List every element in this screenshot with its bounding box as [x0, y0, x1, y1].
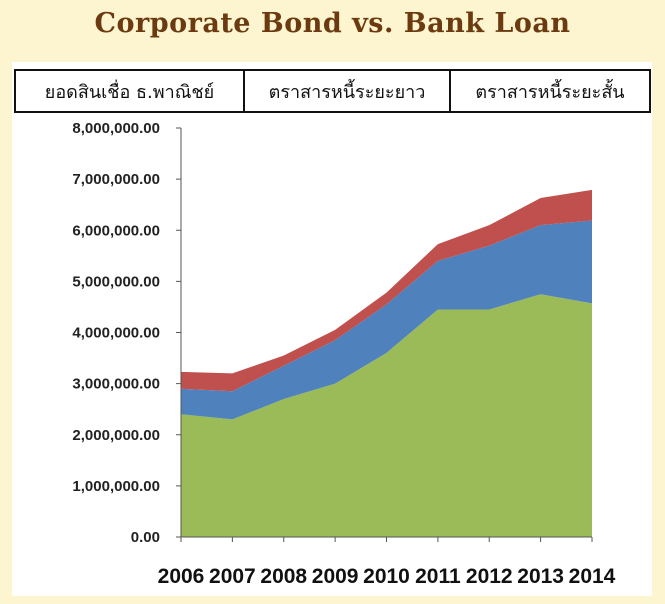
- legend-label-bank-loan: ยอดสินเชื่อ ธ.พาณิชย์: [44, 81, 215, 103]
- x-tick-label: 2010: [363, 565, 410, 588]
- y-tick-label: 8,000,000.00: [72, 120, 160, 137]
- legend-item-long-term-bond: ตราสารหนี้ระยะยาว: [243, 71, 449, 111]
- x-tick-label: 2011: [415, 565, 461, 588]
- legend-label-short-term-bond: ตราสารหนี้ระยะสั้น: [475, 81, 625, 103]
- chart-legend: ยอดสินเชื่อ ธ.พาณิชย์ ตราสารหนี้ระยะยาว …: [14, 69, 651, 113]
- y-tick-label: 4,000,000.00: [72, 325, 160, 342]
- area-series-2: [181, 220, 592, 420]
- area-series-3: [181, 189, 592, 392]
- legend-item-bank-loan: ยอดสินเชื่อ ธ.พาณิชย์: [16, 71, 243, 111]
- legend-item-short-term-bond: ตราสารหนี้ระยะสั้น: [449, 71, 649, 111]
- y-tick-label: 1,000,000.00: [72, 478, 160, 495]
- x-tick-label: 2006: [158, 565, 205, 588]
- chart-title: Corporate Bond vs. Bank Loan: [94, 8, 571, 39]
- x-tick-label: 2009: [312, 565, 359, 588]
- y-tick-label: 0.00: [131, 529, 160, 546]
- area-series-1: [181, 294, 592, 537]
- x-tick-label: 2014: [569, 565, 616, 588]
- y-tick-label: 2,000,000.00: [72, 427, 160, 444]
- x-tick-label: 2013: [517, 565, 564, 588]
- y-tick-label: 6,000,000.00: [72, 222, 160, 239]
- y-tick-label: 3,000,000.00: [72, 376, 160, 393]
- x-tick-label: 2012: [466, 565, 513, 588]
- y-tick-label: 7,000,000.00: [72, 171, 160, 188]
- x-tick-label: 2008: [260, 565, 307, 588]
- x-tick-label: 2007: [209, 565, 256, 588]
- y-tick-label: 5,000,000.00: [72, 273, 160, 290]
- legend-label-long-term-bond: ตราสารหนี้ระยะยาว: [268, 81, 426, 103]
